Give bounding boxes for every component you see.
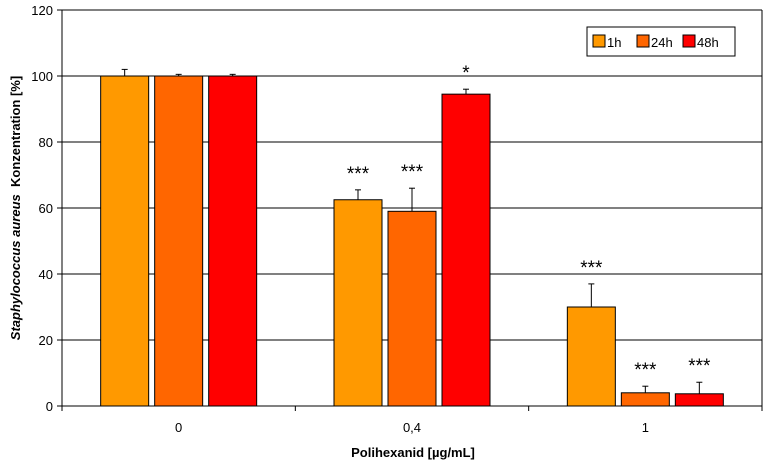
y-axis-label-rest: Konzentration [%]	[8, 76, 23, 187]
x-tick-label: 1	[642, 420, 649, 435]
y-tick-labels: 0 20 40 60 80 100 120	[31, 3, 53, 414]
bar	[620, 392, 670, 407]
bar	[208, 75, 258, 407]
y-tick-label: 80	[39, 135, 53, 150]
legend-label: 24h	[651, 35, 673, 50]
significance-label: ***	[634, 360, 657, 381]
y-axis-label-italic: Staphylococcus aureus	[8, 194, 23, 340]
x-tick-labels: 0 0,4 1	[175, 420, 649, 435]
bar	[387, 210, 437, 407]
x-axis-label: Polihexanid [µg/mL]	[351, 445, 475, 460]
y-tick-label: 0	[46, 399, 53, 414]
axes	[57, 9, 763, 411]
legend-swatch	[636, 34, 650, 48]
y-tick-label: 20	[39, 333, 53, 348]
bar	[674, 393, 724, 407]
x-tick-label: 0	[175, 420, 182, 435]
y-axis-label-spacer	[8, 187, 23, 194]
y-tick-label: 100	[31, 69, 53, 84]
bar	[100, 75, 150, 407]
legend-box	[586, 26, 736, 57]
bars	[100, 68, 724, 407]
significance-label: ***	[580, 258, 603, 279]
y-axis-label: Staphylococcus aureus Konzentration [%]	[8, 76, 23, 340]
significance-annotations: *** ********** ***	[347, 63, 711, 381]
significance-label: *	[462, 63, 470, 84]
legend-label: 1h	[607, 35, 621, 50]
significance-label: ***	[401, 162, 424, 183]
y-tick-label: 60	[39, 201, 53, 216]
legend: 1h 24h 48h	[586, 26, 736, 57]
x-tick-label: 0,4	[403, 420, 421, 435]
y-tick-label: 40	[39, 267, 53, 282]
legend-swatch	[682, 34, 696, 48]
y-tick-label: 120	[31, 3, 53, 18]
bar	[441, 93, 491, 407]
significance-label: ***	[688, 356, 711, 377]
legend-label: 48h	[697, 35, 719, 50]
bar	[566, 306, 616, 407]
bar	[333, 199, 383, 407]
legend-swatch	[592, 34, 606, 48]
significance-label: ***	[347, 164, 370, 185]
bar	[154, 75, 204, 407]
